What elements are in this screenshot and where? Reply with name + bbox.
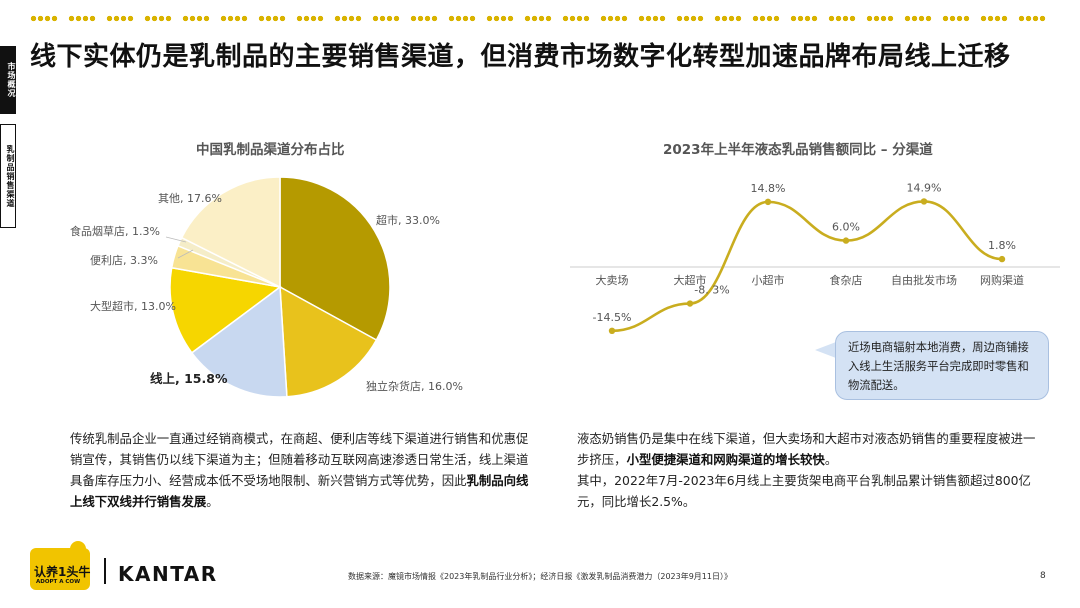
paragraph-left-text: 传统乳制品企业一直通过经销商模式，在商超、便利店等线下渠道进行销售和优惠促销宣传…	[70, 431, 529, 488]
pie-slice-7	[180, 176, 281, 289]
deco-dot-group	[220, 14, 248, 23]
deco-dot-group	[828, 14, 856, 23]
deco-dot-group	[448, 14, 476, 23]
deco-dot-group	[714, 14, 742, 23]
deco-dot-group	[904, 14, 932, 23]
paragraph-right-highlight: 小型便捷渠道和网购渠道的增长较快	[626, 452, 825, 467]
deco-dot-group	[600, 14, 628, 23]
paragraph-left: 传统乳制品企业一直通过经销商模式，在商超、便利店等线下渠道进行销售和优惠促销宣传…	[70, 428, 540, 512]
deco-dot-group	[372, 14, 400, 23]
deco-dot-group	[942, 14, 970, 23]
data-label: 6.0%	[832, 221, 860, 234]
paragraph-right-text: 液态奶销售仍是集中在线下渠道，但大卖场和大超市对液态奶销售的重要程度被进一步挤压…	[577, 431, 1036, 467]
line-point	[764, 198, 772, 206]
pie-slice-3	[190, 285, 288, 398]
deco-dot-group	[296, 14, 324, 23]
deco-dot-group	[106, 14, 134, 23]
pie-label: 线上, 15.8%	[150, 371, 228, 386]
decorative-dots-bar	[30, 14, 1050, 24]
deco-dot-group	[334, 14, 362, 23]
page-number: 8	[1040, 571, 1046, 581]
logo-text: 认养1头牛	[34, 565, 91, 579]
deco-dot-group	[68, 14, 96, 23]
paragraph-right-end: 。	[824, 452, 838, 467]
pie-label: 大型超市, 13.0%	[90, 299, 176, 313]
line-point	[608, 327, 616, 334]
data-label: 14.8%	[751, 182, 786, 195]
pie-slice-1	[279, 176, 391, 342]
footer-divider	[104, 558, 106, 584]
deco-dot-group	[1018, 14, 1046, 23]
line-chart: 大卖场 -14.5% 大超市-8. 3% 小超市 14.8% 食杂店 6.0% 自由批发市场 1…	[570, 181, 1060, 334]
pie-chart: 超市, 33.0% 独立杂货店, 16.0% 线上, 15.8% 大型超市, 13.0…	[70, 176, 463, 398]
deco-dot-group	[752, 14, 780, 23]
side-tab-market-overview[interactable]: 市场概况	[0, 46, 16, 114]
line-chart-title: 2023年上半年液态乳品销售额同比 – 分渠道	[663, 142, 933, 158]
x-tick-label: 小超市	[752, 273, 785, 287]
callout-pointer	[815, 342, 836, 358]
kantar-logo: KANTAR	[118, 562, 218, 586]
data-label: 14.9%	[907, 181, 942, 194]
x-tick-label: 自由批发市场	[891, 273, 957, 287]
x-tick-label: 食杂店	[830, 273, 863, 287]
pie-label: 便利店, 3.3%	[90, 253, 158, 267]
deco-dot-group	[144, 14, 172, 23]
paragraph-left-highlight: 乳制品向线上线下双线并行销售发展	[70, 473, 529, 509]
pie-chart-title: 中国乳制品渠道分布占比	[196, 142, 345, 158]
pie-label: 食品烟草店, 1.3%	[70, 224, 160, 238]
callout-box: 近场电商辐射本地消费，周边商铺接入线上生活服务平台完成即时零售和物流配送。	[835, 331, 1049, 400]
data-label: -8. 3%	[694, 284, 729, 297]
line-point	[998, 255, 1006, 263]
logo-cow-ear	[70, 541, 86, 551]
paragraph-right-detail: 其中，2022年7月-2023年6月线上主要货架电商平台乳制品累计销售额超过80…	[577, 473, 1031, 509]
deco-dot-group	[30, 14, 58, 23]
deco-dot-group	[638, 14, 666, 23]
deco-dot-group	[410, 14, 438, 23]
pie-leader-line	[177, 249, 194, 259]
data-label: 1.8%	[988, 239, 1016, 252]
pie-leader-line	[165, 236, 187, 243]
x-tick-label: 大卖场	[596, 273, 629, 287]
line-point	[920, 198, 928, 205]
logo-subtext: ADOPT A COW	[36, 579, 81, 585]
deco-dot-group	[486, 14, 514, 23]
page-title: 线下实体仍是乳制品的主要销售渠道，但消费市场数字化转型加速品牌布局线上迁移	[30, 42, 1011, 72]
line-point	[686, 300, 694, 307]
x-tick-label: 网购渠道	[980, 273, 1024, 287]
deco-dot-group	[562, 14, 590, 23]
pie-slice-4	[169, 266, 282, 354]
deco-dot-group	[182, 14, 210, 23]
data-label: -14.5%	[593, 311, 632, 324]
deco-dot-group	[524, 14, 552, 23]
deco-dot-group	[258, 14, 286, 23]
pie-label: 其他, 17.6%	[158, 192, 222, 205]
data-source-note: 数据来源：魔镜市场情报《2023年乳制品行业分析》；经济日报《激发乳制品消费潜力…	[348, 572, 732, 581]
pie-slice-2	[279, 285, 378, 398]
side-tab-dairy-channels[interactable]: 乳制品销售渠道	[0, 124, 16, 228]
x-tick-label: 大超市	[674, 273, 707, 287]
pie-label: 超市, 33.0%	[376, 213, 440, 227]
paragraph-right: 液态奶销售仍是集中在线下渠道，但大卖场和大超市对液态奶销售的重要程度被进一步挤压…	[577, 428, 1037, 512]
deco-dot-group	[866, 14, 894, 23]
deco-dot-group	[790, 14, 818, 23]
line-point	[842, 237, 850, 244]
paragraph-left-end: 。	[206, 494, 219, 509]
line-series	[611, 200, 1003, 333]
pie-label: 独立杂货店, 16.0%	[366, 379, 463, 393]
brand-logo: 认养1头牛 ADOPT A COW	[30, 541, 91, 590]
deco-dot-group	[980, 14, 1008, 23]
deco-dot-group	[676, 14, 704, 23]
